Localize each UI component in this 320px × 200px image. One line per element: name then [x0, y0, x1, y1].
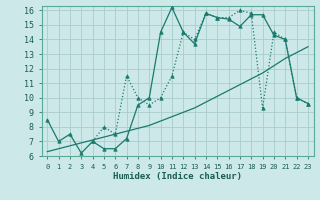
X-axis label: Humidex (Indice chaleur): Humidex (Indice chaleur) [113, 172, 242, 181]
